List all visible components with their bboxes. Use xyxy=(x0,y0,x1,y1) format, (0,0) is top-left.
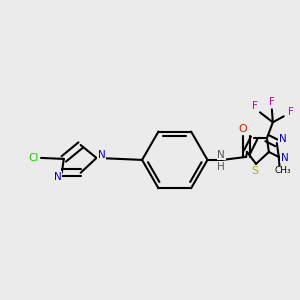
Text: F: F xyxy=(288,107,294,117)
Text: N: N xyxy=(281,153,289,163)
Text: F: F xyxy=(252,101,258,111)
Text: N: N xyxy=(279,134,286,144)
Text: N: N xyxy=(54,172,62,182)
Text: Cl: Cl xyxy=(28,153,38,163)
Text: S: S xyxy=(251,166,259,176)
Text: H: H xyxy=(218,162,225,172)
Text: O: O xyxy=(239,124,248,134)
Text: CH₃: CH₃ xyxy=(274,166,291,175)
Text: F: F xyxy=(269,98,275,107)
Text: N: N xyxy=(98,150,105,160)
Text: N: N xyxy=(218,150,225,160)
